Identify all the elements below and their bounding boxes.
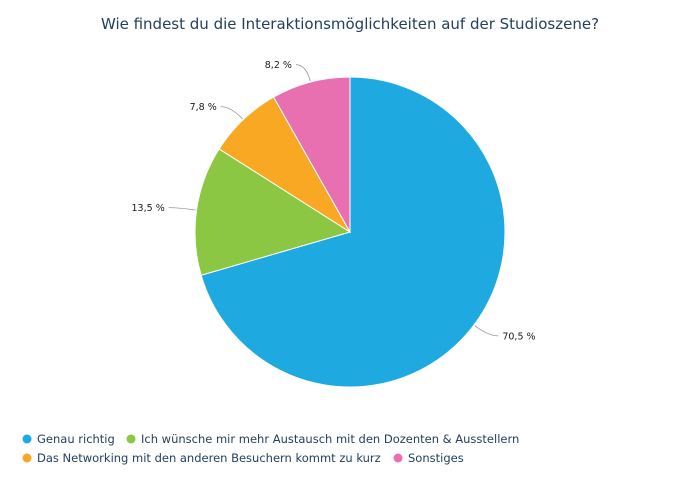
legend-label-0: Genau richtig [37, 432, 115, 446]
legend-item-1[interactable]: Ich wünsche mir mehr Austausch mit den D… [126, 432, 520, 446]
legend-marker-3 [393, 453, 403, 463]
legend-item-2[interactable]: Das Networking mit den anderen Besuchern… [22, 451, 381, 465]
legend-label-2: Das Networking mit den anderen Besuchern… [37, 451, 381, 465]
slice-labels: 70,5 % 13,5 % 7,8 % 8,2 % [132, 60, 536, 342]
legend-item-0[interactable]: Genau richtig [22, 432, 115, 446]
slice-label-2: 7,8 % [190, 102, 217, 113]
pie-slice-1[interactable] [194, 148, 352, 276]
pie-slice-0[interactable] [200, 76, 506, 388]
leader-line-2 [220, 106, 243, 120]
slice-label-3: 8,2 % [265, 60, 292, 71]
legend-marker-2 [22, 453, 32, 463]
legend-label-3: Sonstiges [408, 451, 464, 465]
legend-item-3[interactable]: Sonstiges [393, 451, 464, 465]
slice-label-0: 70,5 % [502, 331, 535, 342]
pie-slice-3[interactable] [272, 76, 351, 234]
leader-line-3 [295, 64, 311, 82]
legend[interactable]: Genau richtig Ich wünsche mir mehr Austau… [22, 432, 520, 465]
chart-title: Wie findest du die Interaktionsmöglichke… [101, 15, 599, 33]
leader-line-1 [168, 207, 196, 211]
legend-marker-0 [22, 434, 32, 444]
leader-line-0 [474, 325, 499, 337]
pie-slices [194, 76, 506, 388]
legend-label-1: Ich wünsche mir mehr Austausch mit den D… [141, 432, 519, 446]
legend-marker-1 [126, 434, 136, 444]
slice-label-1: 13,5 % [132, 203, 165, 214]
